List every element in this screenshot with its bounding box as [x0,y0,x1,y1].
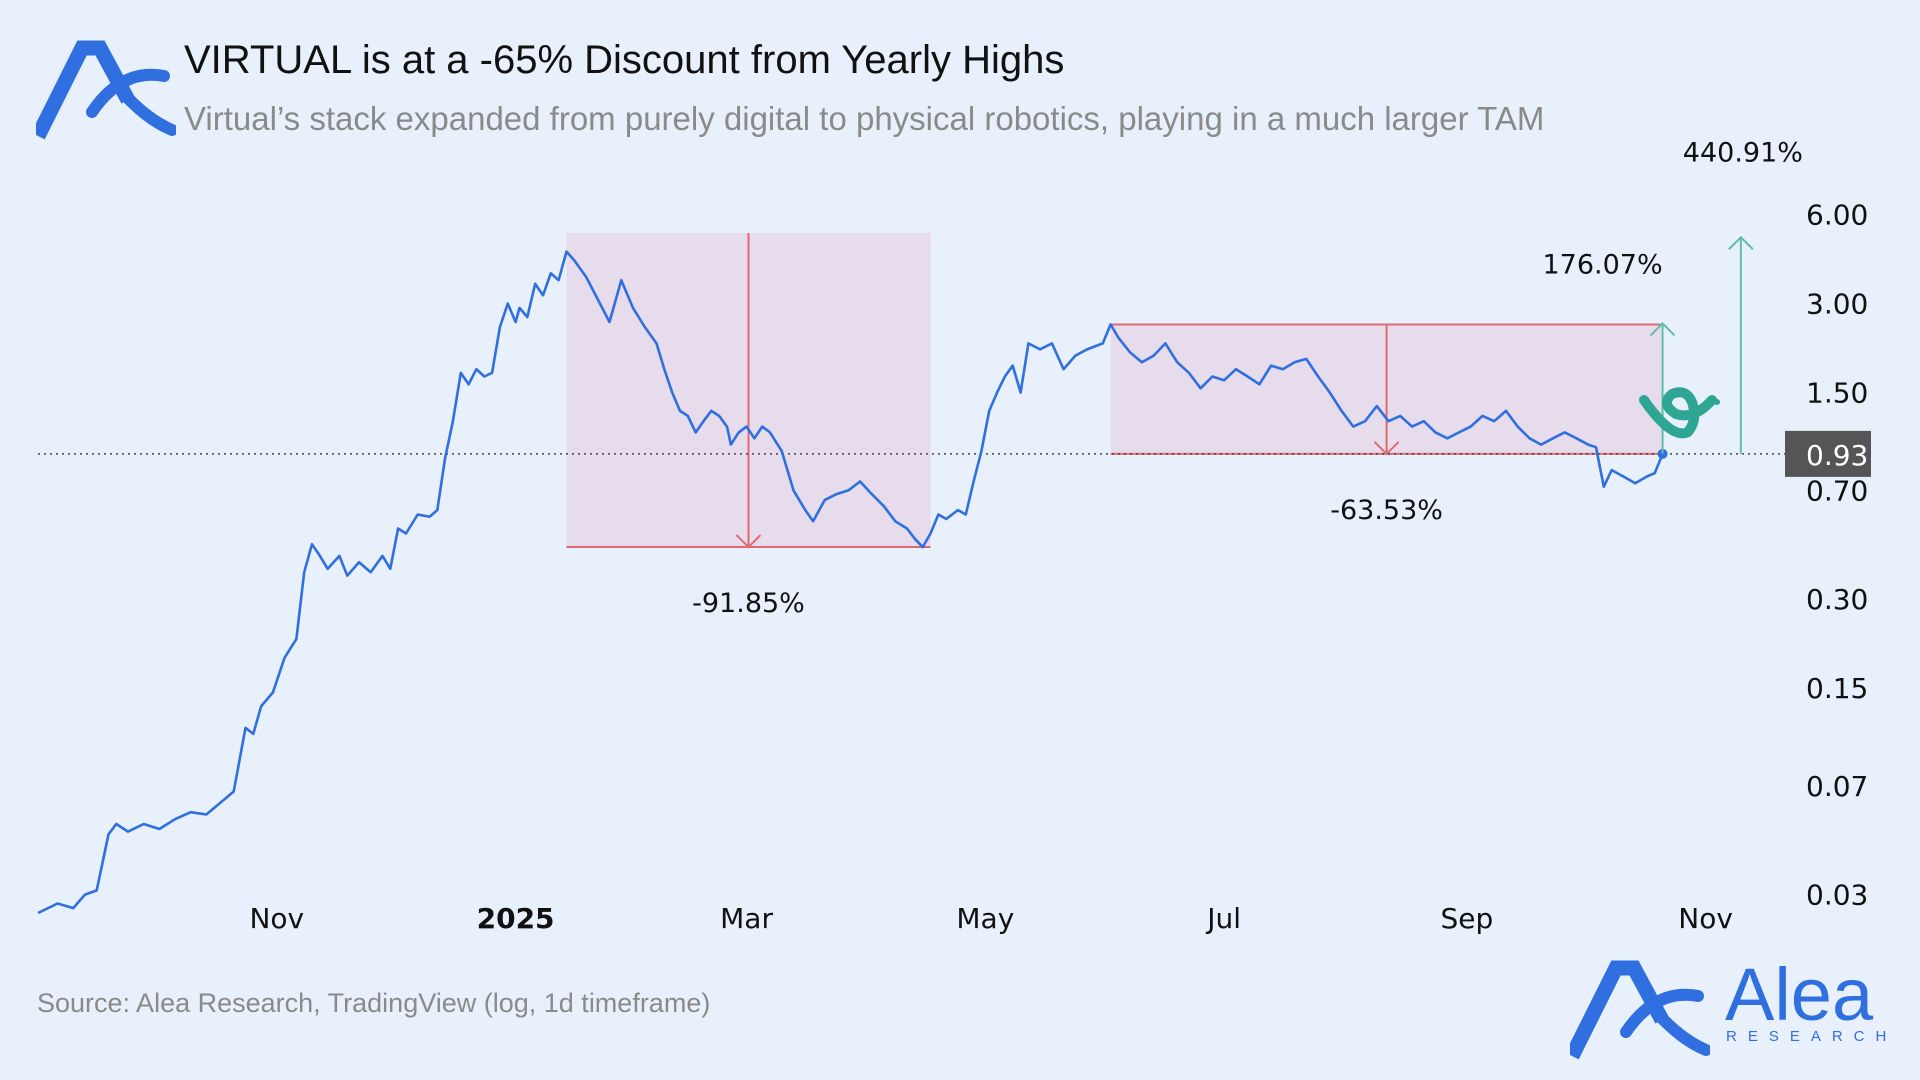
gain-label-2: 440.91% [1683,137,1803,168]
y-tick-label: 0.30 [1806,583,1868,616]
range-label-2: -63.53% [1330,495,1443,526]
gain-arrowhead-2 [1728,235,1754,250]
x-tick-label: Sep [1440,902,1493,935]
alea-research-logo-icon [1570,960,1710,1060]
gain-label-1: 176.07% [1542,249,1662,280]
x-tick-label: Nov [249,902,304,935]
x-tick-label: Jul [1205,902,1241,935]
y-tick-label: 6.00 [1806,199,1868,232]
x-tick-label: 2025 [477,902,555,935]
current-price-label: 0.93 [1806,439,1868,472]
y-tick-label: 0.70 [1806,474,1868,507]
brand-name: Alea [1725,953,1874,1036]
page-subtitle: Virtual’s stack expanded from purely dig… [184,100,1545,137]
price-line [37,250,1664,915]
brand-mark: Alea RESEARCH [1570,953,1900,1060]
range-boxes [566,233,1663,549]
alea-logo-icon [36,40,176,140]
y-axis: 6.00 3.00 1.50 0.70 0.30 0.15 0.07 0.03 0.93 [1785,199,1871,912]
gain-arrowhead-1 [1649,322,1676,337]
y-tick-label: 0.15 [1806,672,1868,705]
x-tick-label: Nov [1678,902,1733,935]
current-price-badge [1785,430,1871,477]
y-tick-label: 0.07 [1806,770,1868,803]
range-arrowhead-1 [735,534,762,549]
page-title: VIRTUAL is at a -65% Discount from Yearl… [184,38,1065,82]
measurement-arrows [1649,235,1754,454]
source-note: Source: Alea Research, TradingView (log,… [37,988,711,1018]
x-tick-label: Mar [720,902,773,935]
y-tick-label: 1.50 [1806,377,1868,410]
range-arrowhead-2 [1373,441,1400,456]
range-label-1: -91.85% [692,588,805,619]
x-tick-label: May [956,902,1014,935]
brand-subtitle: RESEARCH [1726,1028,1898,1045]
y-tick-label: 0.03 [1806,879,1868,912]
virtual-token-logo-icon [1639,387,1720,439]
annotation-labels: -91.85% -63.53% 176.07% 440.91% [692,137,1803,619]
y-tick-label: 3.00 [1806,288,1868,321]
x-axis: Nov 2025 Mar May Jul Sep Nov [249,902,1732,935]
